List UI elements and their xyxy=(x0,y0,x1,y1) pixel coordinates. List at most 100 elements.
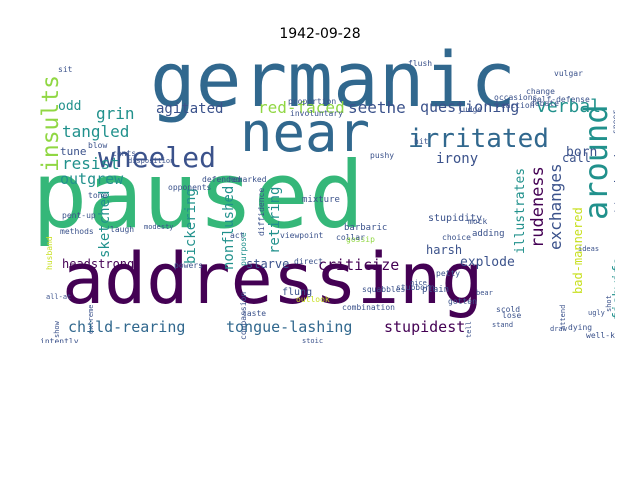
word-defended: defended xyxy=(202,175,241,184)
word-hit: debate xyxy=(530,99,559,108)
word-flung: flung xyxy=(282,287,313,298)
word-irritated: irritated xyxy=(408,124,549,154)
word-change: self-defense xyxy=(532,95,590,104)
word-stupidity: stupidity xyxy=(428,213,483,224)
word-outgrew: outgrew xyxy=(60,170,124,188)
word-squabbles: squabbles xyxy=(362,285,406,294)
word-combination: combination xyxy=(342,303,395,312)
word-verbal: verbal xyxy=(536,96,602,117)
word-powers: collar xyxy=(336,233,365,242)
word-seethe: seethe xyxy=(348,98,406,117)
word-starve: starve xyxy=(246,257,290,271)
word-born: born xyxy=(566,145,598,160)
word-scold: well-known xyxy=(586,331,615,340)
word-irony: irony xyxy=(436,151,479,167)
word-plain: plain xyxy=(422,285,450,295)
word-red-faced: red-faced xyxy=(258,98,345,117)
word-dying: draw xyxy=(550,325,567,333)
word-refer: ugly xyxy=(588,309,605,317)
word-all-at: blow xyxy=(88,141,108,150)
word-call: call xyxy=(562,151,591,165)
word-wheeled: wheeled xyxy=(98,141,217,174)
word-odd: odd xyxy=(58,99,82,114)
word-vulgar: methods xyxy=(60,227,94,236)
word-directly: sneer xyxy=(611,109,615,134)
word-self-defense: husband xyxy=(45,236,54,270)
word-viewpoint: viewpoint xyxy=(280,231,324,240)
word-mixture: mixture xyxy=(302,195,340,205)
word-cents: disposition xyxy=(128,157,175,165)
word-occasions: flush xyxy=(408,59,433,68)
word-scatterbrain: scatterbrain xyxy=(613,144,615,238)
word-near: near xyxy=(240,101,371,164)
word-desire: stoic xyxy=(302,337,324,344)
word-laugh: taste xyxy=(242,309,267,318)
word-taste: outlook xyxy=(296,295,330,304)
word-reaction: proportion xyxy=(288,97,337,106)
word-nonflushed: nonflushed xyxy=(221,185,237,270)
word-cloud: paused germanic addressing near wheeled … xyxy=(40,48,615,343)
word-quarrel: ideas xyxy=(578,245,600,253)
word-draw: laugh xyxy=(110,225,135,234)
word-collar: modesty xyxy=(144,223,174,231)
word-involuntary: show xyxy=(53,321,61,338)
word-gotten: gotten xyxy=(448,297,477,306)
word-proportion: all-at xyxy=(46,293,72,301)
word-mock: petty xyxy=(436,269,461,278)
word-stubborn: stubborn xyxy=(396,283,435,292)
word-explode: explode xyxy=(460,255,515,270)
word-attend: occasions xyxy=(494,93,538,102)
word-diffidence: remarked xyxy=(228,175,267,184)
word-stupidest: stupidest xyxy=(384,318,466,336)
word-sit: lose xyxy=(502,311,522,320)
word-barbaric: barbaric xyxy=(344,223,388,233)
word-opponents: cents xyxy=(112,149,137,158)
word-husband: pushy xyxy=(370,151,395,160)
word-act: act xyxy=(230,231,245,240)
word-followed: stand xyxy=(492,321,514,329)
word-modesty: shot xyxy=(605,295,613,312)
word-agitated: agitated xyxy=(156,101,224,117)
chart-title: 1942-09-28 xyxy=(279,26,361,42)
word-flush: pent-up xyxy=(62,211,96,220)
word-show: judge xyxy=(458,105,483,114)
word-gossip: change xyxy=(526,87,555,96)
word-germanic: germanic xyxy=(150,48,517,124)
word-blow: scold xyxy=(496,305,521,314)
word-shot: nice xyxy=(410,279,427,287)
word-questioning: questioning xyxy=(420,98,520,116)
word-grin: grin xyxy=(96,104,135,123)
word-judge: reaction xyxy=(496,101,535,110)
word-illustrates: illustrates xyxy=(513,167,528,254)
word-tangled: tangled xyxy=(62,122,130,141)
word-resist: resist xyxy=(62,154,120,173)
word-remarked: opponents xyxy=(168,183,212,192)
word-paused: paused xyxy=(40,142,365,249)
word-tone: choice xyxy=(442,233,471,242)
word-debate: vulgar xyxy=(554,69,583,78)
word-purpose: diffidence xyxy=(257,187,266,236)
word-addressing: addressing xyxy=(62,238,484,320)
word-outlook: powers xyxy=(174,261,203,270)
word-retiring: retiring xyxy=(267,186,283,254)
word-direct: direct xyxy=(294,257,323,266)
word-adding: mock xyxy=(468,217,488,226)
word-choice: adding xyxy=(472,229,505,239)
word-petty: gossip xyxy=(346,235,375,244)
word-overmodest: tell xyxy=(465,321,473,338)
word-faults: bear xyxy=(476,289,493,297)
word-extreme: involuntary xyxy=(290,109,343,118)
word-criticize: criticize xyxy=(318,256,400,274)
word-exchanges: exchanges xyxy=(546,163,565,250)
word-tongue-lashing: tongue-lashing xyxy=(226,318,353,336)
word-headstrong: headstrong xyxy=(62,257,135,271)
word-lose: dying xyxy=(568,323,593,332)
word-pent-up: sit xyxy=(58,65,73,74)
word-rudeness: rudeness xyxy=(528,166,548,248)
word-bickering: bickering xyxy=(183,188,199,264)
word-child-rearing: child-rearing xyxy=(68,318,186,336)
word-methods: intently xyxy=(40,337,79,344)
word-disposition: tone xyxy=(88,191,108,200)
word-tune: tune xyxy=(60,145,87,158)
word-harsh: harsh xyxy=(426,243,463,257)
